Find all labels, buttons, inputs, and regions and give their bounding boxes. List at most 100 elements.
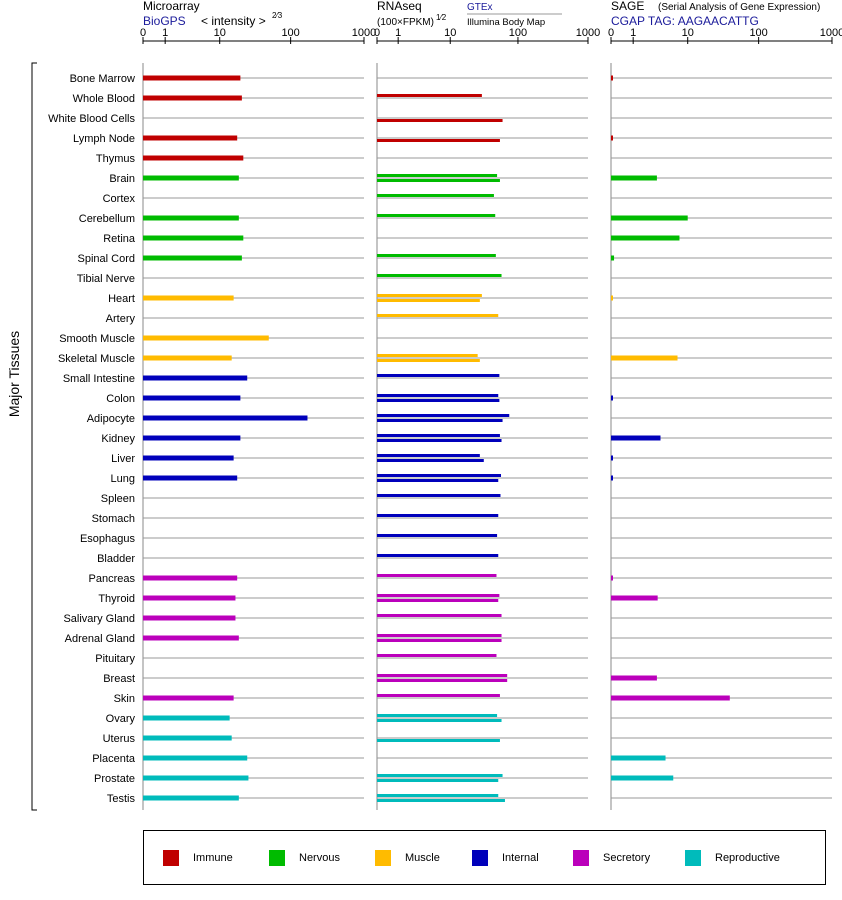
bar (611, 295, 613, 301)
bar (143, 235, 244, 241)
header-sage: SAGE (Serial Analysis of Gene Expression… (611, 0, 820, 28)
tissue-label: Breast (103, 673, 135, 685)
legend-item: Secretory (573, 850, 650, 866)
bar (377, 639, 502, 642)
tissue-label: Heart (108, 293, 135, 305)
bar (377, 454, 480, 457)
bar (377, 654, 497, 657)
legend-label: Reproductive (715, 852, 780, 864)
tissue-label: Adipocyte (87, 413, 135, 425)
tissue-label: Skin (114, 693, 135, 705)
bar (377, 274, 502, 277)
x-tick-label: 10 (214, 27, 226, 39)
bar (377, 354, 478, 357)
bar (377, 739, 500, 742)
tissue-label: Testis (107, 793, 136, 805)
x-tick-label: 0 (140, 27, 146, 39)
bar (611, 75, 613, 81)
rnaseq-source-gtex: GTEx (467, 2, 493, 13)
bar (377, 459, 484, 462)
tissue-label: Uterus (103, 733, 136, 745)
bar (377, 679, 508, 682)
bar (143, 715, 230, 721)
legend-item: Reproductive (685, 850, 780, 866)
bar (143, 155, 244, 161)
bar (377, 694, 500, 697)
rnaseq-metric: (100×FPKM) (377, 17, 434, 28)
bar (377, 614, 502, 617)
tissue-label: Lung (111, 473, 135, 485)
rnaseq-metric-exponent: 1⁄2 (436, 13, 447, 22)
legend-label: Secretory (603, 852, 651, 864)
legend-label: Immune (193, 852, 233, 864)
x-tick-label: 0 (608, 27, 614, 39)
sage-tag: CGAP TAG: AAGAACATTG (611, 14, 759, 28)
rnaseq-source-illumina: Illumina Body Map (467, 17, 545, 28)
tissue-label: Spinal Cord (78, 253, 135, 265)
tissue-label: Adrenal Gland (65, 633, 135, 645)
bar (611, 135, 613, 141)
bar (377, 714, 498, 717)
x-tick-label: 100 (509, 27, 527, 39)
bar (143, 775, 249, 781)
bar (377, 434, 500, 437)
tissue-label: Ovary (106, 713, 136, 725)
header-rnaseq: RNAseq (100×FPKM) 1⁄2 GTEx Illumina Body… (377, 0, 562, 28)
bar (143, 595, 236, 601)
tissue-label: Artery (106, 313, 136, 325)
panel-sage: 0 1 10 100 1000 (608, 27, 842, 810)
x-tick-label: 0 (374, 27, 380, 39)
bar (143, 435, 241, 441)
tissue-label: Thymus (96, 153, 136, 165)
bar (611, 355, 678, 361)
bar (611, 475, 613, 481)
bar (377, 119, 503, 122)
bar (377, 439, 502, 442)
bar (377, 779, 499, 782)
tissue-label: Placenta (92, 753, 136, 765)
expression-chart: Microarray BioGPS < intensity > 2⁄3 RNAs… (6, 0, 842, 811)
bar (611, 595, 658, 601)
x-tick-label: 1000 (576, 27, 600, 39)
bar (611, 215, 688, 221)
bar (377, 294, 482, 297)
sage-title: SAGE (611, 0, 644, 13)
bar (143, 255, 242, 261)
bar (611, 175, 657, 181)
bar (377, 794, 499, 797)
bar (377, 554, 499, 557)
tissue-label: Stomach (92, 513, 135, 525)
tissue-label: Esophagus (80, 533, 136, 545)
tissue-label: Colon (106, 393, 135, 405)
bar (143, 795, 239, 801)
tissue-label: Small Intestine (63, 373, 135, 385)
x-tick-label: 10 (444, 27, 456, 39)
microarray-source: BioGPS (143, 14, 186, 28)
bar (143, 335, 269, 341)
legend-label: Nervous (299, 852, 340, 864)
sage-subtitle: (Serial Analysis of Gene Expression) (658, 2, 820, 13)
tissue-label: Prostate (94, 773, 135, 785)
bar (611, 575, 613, 581)
x-tick-label: 1000 (820, 27, 842, 39)
bar (377, 534, 498, 537)
bar (377, 719, 502, 722)
y-axis-bracket (31, 62, 37, 811)
bar (377, 774, 503, 777)
tissue-label: Spleen (101, 493, 135, 505)
bar (377, 799, 505, 802)
bar (377, 194, 494, 197)
bar (377, 419, 503, 422)
bar (143, 135, 238, 141)
legend-swatch (375, 850, 391, 866)
tissue-label: White Blood Cells (48, 113, 135, 125)
bar (611, 695, 730, 701)
header-microarray: Microarray BioGPS < intensity > 2⁄3 (143, 0, 283, 28)
panel-rna: 0 1 10 100 1000 (374, 27, 600, 810)
tissue-label: Tibial Nerve (77, 273, 135, 285)
bar (143, 375, 248, 381)
bar (143, 475, 238, 481)
x-tick-label: 1 (395, 27, 401, 39)
x-tick-label: 10 (682, 27, 694, 39)
